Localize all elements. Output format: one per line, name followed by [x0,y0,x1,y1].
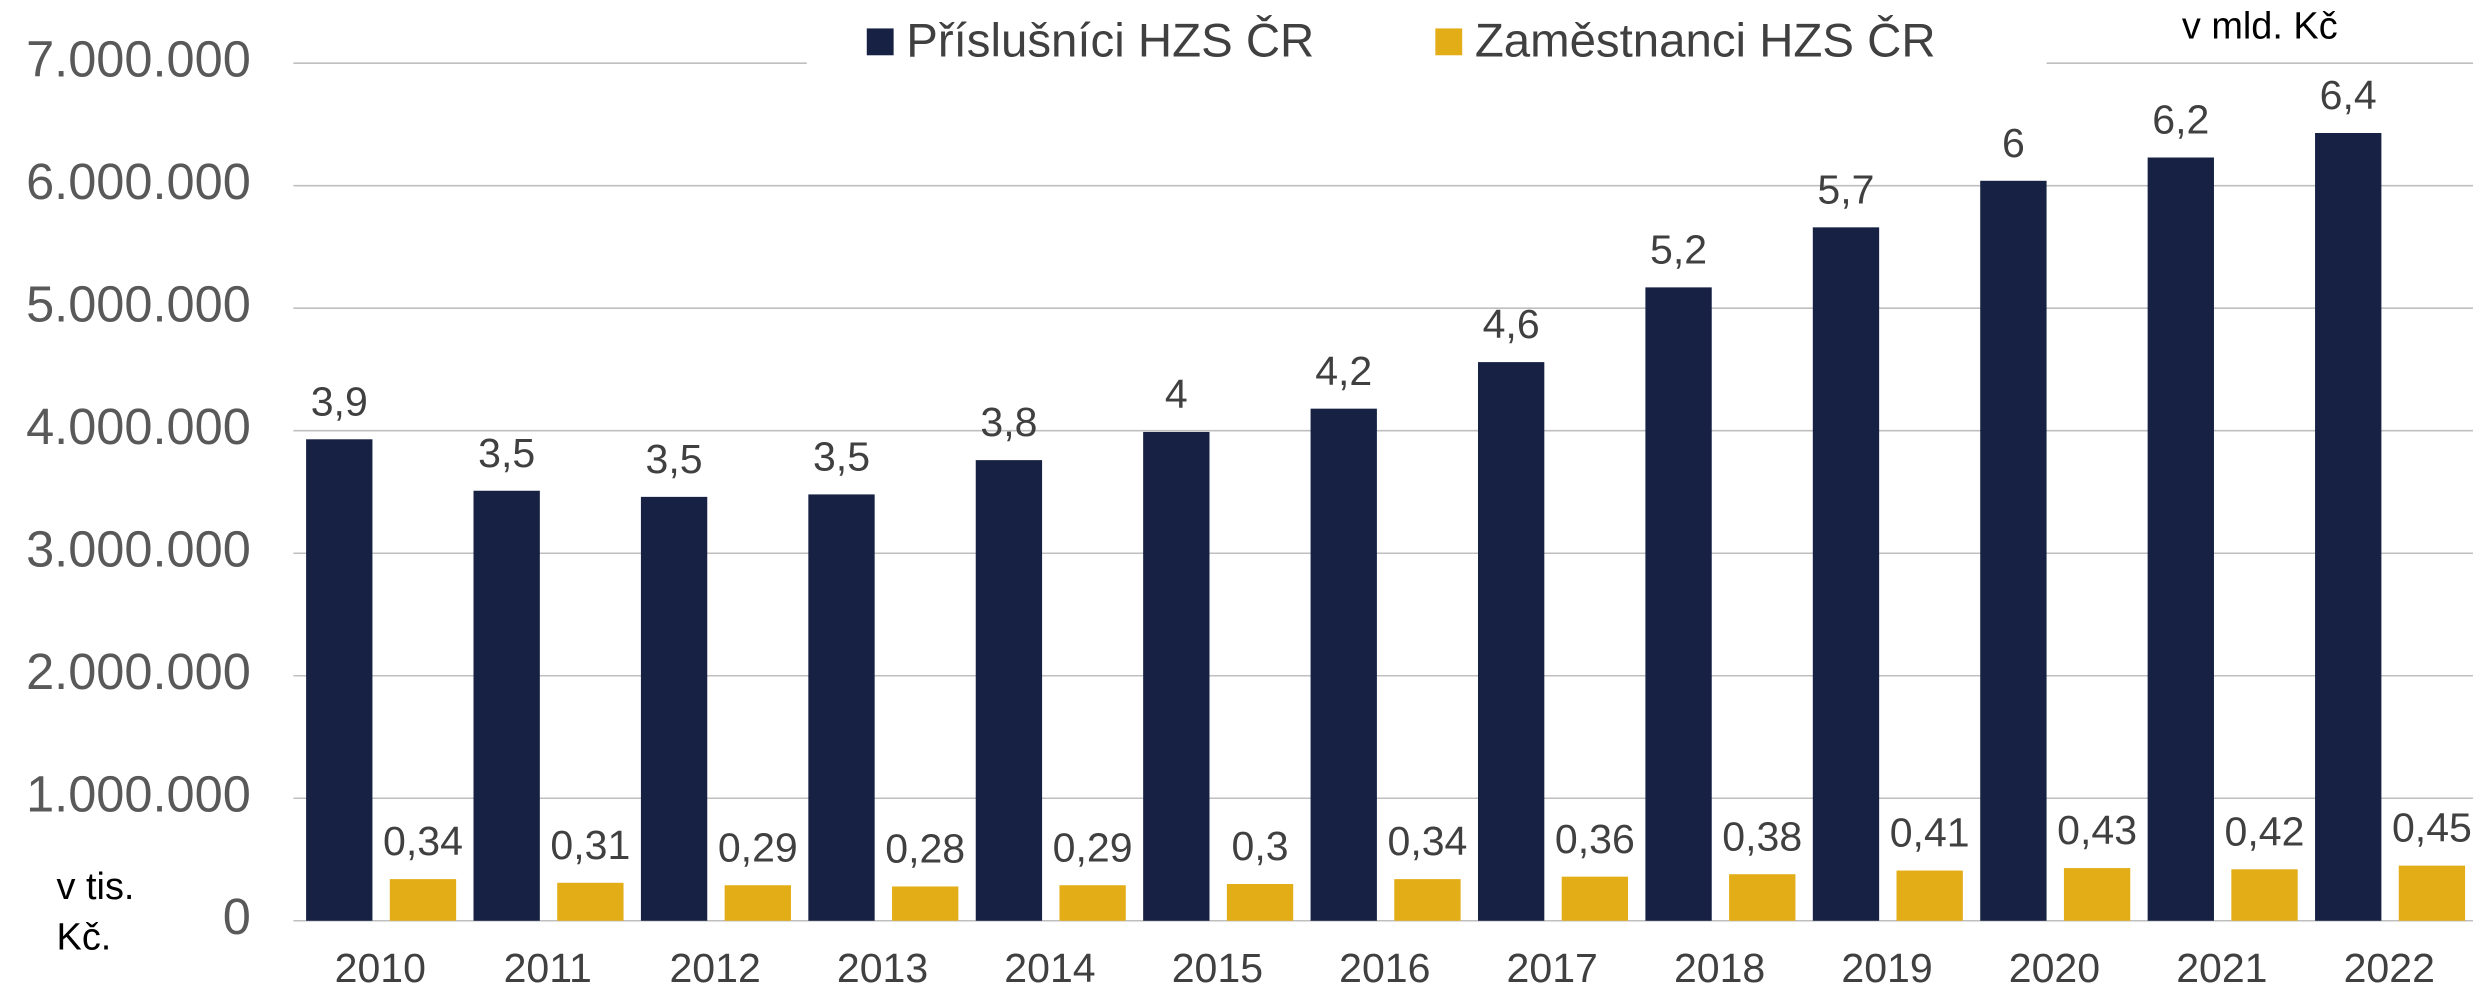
data-label: 0,43 [2057,807,2137,853]
legend-label: Příslušníci HZS ČR [906,14,1314,68]
y-tick-label: 3.000.000 [26,521,251,578]
bar [892,886,959,921]
bar [473,490,540,921]
data-label: 0,34 [1387,818,1467,864]
bar [306,439,373,921]
y-tick-label: 2.000.000 [26,643,251,700]
x-tick-label: 2017 [1507,945,1598,991]
data-label: 4 [1165,371,1188,417]
data-label: 0,38 [1722,813,1802,859]
y-tick-label: 5.000.000 [26,276,251,333]
x-tick-label: 2014 [1004,945,1095,991]
bar [1561,876,1629,921]
x-tick-label: 2015 [1172,945,1263,991]
data-label: 3,5 [813,434,870,480]
data-label: 3,8 [980,399,1037,445]
legend-background [806,0,2047,76]
bar [1980,180,2047,921]
bar [389,879,457,921]
data-label: 0,45 [2392,805,2472,851]
data-label: 3,5 [478,430,535,476]
bar [1896,870,1963,921]
bar [2147,157,2214,921]
data-label: 0,28 [885,826,965,872]
data-label: 4,2 [1315,348,1372,394]
y-tick-label: 0 [223,888,251,945]
data-label: 6 [2002,120,2025,166]
x-tick-label: 2011 [504,945,592,991]
data-label: 0,36 [1555,816,1635,862]
bar [808,494,875,921]
unit-annotation: v mld. Kč [2182,5,2338,47]
legend-swatch [866,28,894,56]
data-label: 0,3 [1232,823,1289,869]
data-label: 6,4 [2320,72,2377,118]
y-axis-label: Kč. [57,917,112,959]
x-tick-label: 2020 [2009,945,2100,991]
bar [1143,431,1210,921]
x-tick-label: 2010 [335,945,426,991]
data-label: 4,6 [1483,301,1540,347]
data-label: 0,42 [2225,808,2305,854]
x-tick-label: 2012 [669,945,760,991]
data-label: 5,7 [1817,166,1874,212]
bar [1477,362,1545,921]
x-tick-label: 2019 [1841,945,1932,991]
data-label: 3,5 [646,436,703,482]
data-label: 6,2 [2152,97,2209,143]
data-label: 0,31 [550,822,630,868]
y-tick-label: 4.000.000 [26,398,251,455]
data-label: 5,2 [1650,226,1707,272]
x-tick-label: 2022 [2344,945,2435,991]
bar [1394,879,1461,921]
bar [640,496,708,921]
bar [1812,227,1880,921]
bar [724,885,791,921]
x-tick-label: 2021 [2176,945,2267,991]
legend-label: Zaměstnanci HZS ČR [1475,14,1936,68]
bar [1645,287,1712,921]
bar [2063,868,2131,921]
bar [1226,884,1294,921]
bar [975,460,1043,921]
bar [2231,869,2298,921]
bar [2315,133,2382,921]
x-tick-label: 2016 [1339,945,1430,991]
data-label: 0,41 [1890,810,1970,856]
data-label: 0,29 [718,824,798,870]
y-tick-label: 6.000.000 [26,153,251,210]
y-tick-label: 1.000.000 [26,766,251,823]
bar [1059,885,1126,921]
bar [1310,408,1377,921]
y-tick-label: 7.000.000 [26,31,251,88]
bar [2398,865,2466,921]
data-label: 3,9 [311,378,368,424]
bar [1729,874,1796,921]
x-tick-label: 2018 [1674,945,1765,991]
bar [557,882,624,921]
legend-swatch [1435,28,1463,56]
y-axis-label: v tis. [57,866,135,908]
x-tick-label: 2013 [837,945,928,991]
data-label: 0,34 [383,818,463,864]
data-label: 0,29 [1053,824,1133,870]
